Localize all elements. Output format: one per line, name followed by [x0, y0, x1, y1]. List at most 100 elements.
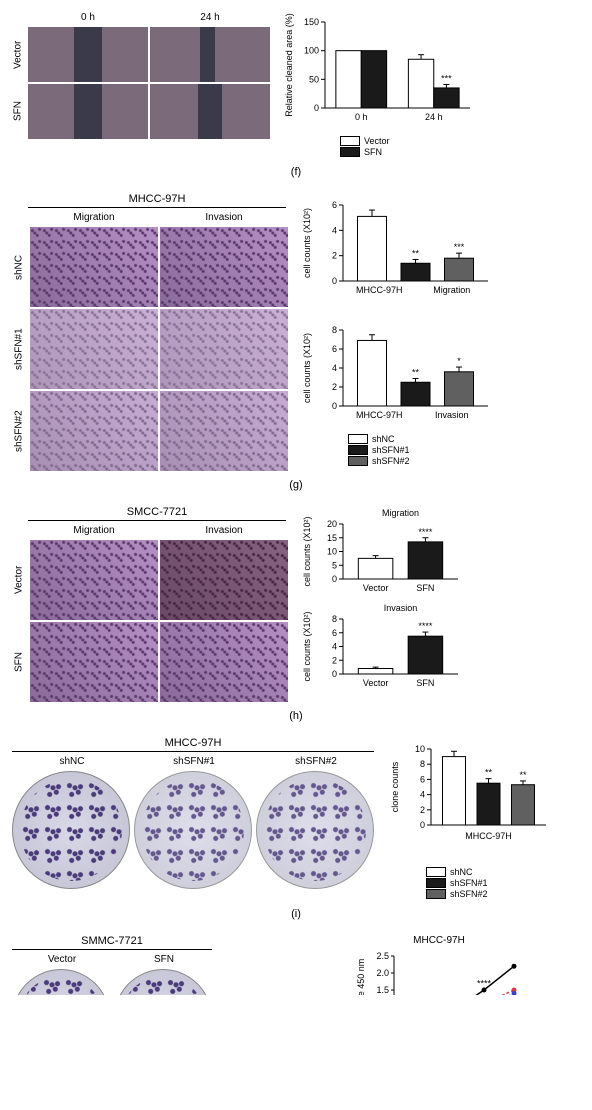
svg-text:MHCC-97H: MHCC-97H [465, 831, 512, 841]
row-label: shNC [10, 227, 28, 307]
svg-text:2: 2 [332, 655, 337, 665]
svg-text:clone counts: clone counts [390, 761, 400, 812]
svg-text:4: 4 [332, 363, 337, 373]
svg-text:0: 0 [332, 669, 337, 679]
svg-text:24 h: 24 h [425, 112, 443, 122]
svg-text:6: 6 [332, 628, 337, 638]
svg-text:2.5: 2.5 [376, 951, 389, 961]
col-header: Migration [30, 210, 158, 225]
svg-text:**: ** [412, 248, 420, 258]
svg-text:2.0: 2.0 [376, 968, 389, 978]
bar-chart-g2: 02468cell counts (X10²)***MHCC-97HInvasi… [298, 318, 498, 428]
svg-text:8: 8 [332, 614, 337, 624]
svg-text:10: 10 [415, 744, 425, 754]
svg-text:4: 4 [332, 225, 337, 235]
svg-text:MHCC-97H: MHCC-97H [356, 410, 403, 420]
svg-text:20: 20 [327, 519, 337, 529]
panel-i: MHCC-97H shNC shSFN#1 shSFN#2 0 2 4 6 8 10 clo… [10, 737, 582, 920]
col-header: shNC [12, 754, 132, 769]
col-header: Invasion [160, 523, 288, 538]
svg-text:0: 0 [420, 820, 425, 830]
svg-text:0: 0 [332, 574, 337, 584]
subfig-label: (h) [10, 710, 582, 722]
row-label: Vector [10, 27, 26, 82]
panel-j: SMMC-7721 Vector SFN MHCC-97H 0.00.51.01… [10, 935, 582, 995]
svg-text:**: ** [519, 770, 527, 780]
svg-text:*: * [457, 356, 461, 366]
svg-text:****: **** [477, 979, 492, 989]
svg-text:2: 2 [420, 805, 425, 815]
col-header: Vector [12, 952, 112, 967]
svg-text:6: 6 [332, 200, 337, 210]
svg-text:SFN: SFN [416, 583, 434, 593]
svg-text:**: ** [485, 768, 493, 778]
svg-text:8: 8 [420, 759, 425, 769]
col-header: 24 h [150, 10, 270, 25]
colony-dish [114, 969, 212, 995]
svg-text:0: 0 [314, 103, 319, 113]
svg-text:Invasion: Invasion [384, 603, 418, 613]
wound-healing-grid: 0 h 24 h Vector SFN [10, 10, 270, 139]
legend: Vector SFN [340, 136, 480, 157]
col-header: shSFN#1 [134, 754, 254, 769]
svg-text:2: 2 [332, 251, 337, 261]
legend: shNC shSFN#1 shSFN#2 [426, 867, 556, 899]
panel-h: SMCC-7721 Migration Invasion Vector SFN … [10, 506, 582, 722]
bar-chart-h2: 02468cell counts (X10²)InvasionVector***… [298, 601, 468, 696]
svg-text:cell counts (X10²): cell counts (X10²) [302, 208, 312, 278]
panel-title: MHCC-97H [28, 193, 286, 208]
svg-text:4: 4 [420, 790, 425, 800]
svg-text:absorbance 450 nm: absorbance 450 nm [356, 959, 366, 995]
row-label: shSFN#2 [10, 391, 28, 471]
panel-title: SMCC-7721 [28, 506, 286, 521]
svg-text:Vector: Vector [363, 583, 389, 593]
svg-text:0 h: 0 h [355, 112, 368, 122]
row-label: SFN [10, 622, 28, 702]
svg-text:2: 2 [332, 382, 337, 392]
svg-text:***: *** [441, 73, 452, 83]
svg-text:Migration: Migration [433, 285, 470, 295]
svg-text:10: 10 [327, 547, 337, 557]
svg-text:100: 100 [304, 46, 319, 56]
svg-text:4: 4 [332, 642, 337, 652]
svg-text:15: 15 [327, 533, 337, 543]
svg-text:6: 6 [420, 774, 425, 784]
row-label: Vector [10, 540, 28, 620]
svg-text:0: 0 [332, 401, 337, 411]
svg-text:Invasion: Invasion [435, 410, 469, 420]
bar-chart-f: 0 50 100 150 Relative cleaned area (%) 0 h ***… [280, 10, 480, 130]
panel-title: SMMC-7721 [12, 935, 212, 950]
svg-text:5: 5 [332, 560, 337, 570]
svg-text:8: 8 [332, 325, 337, 335]
colony-dish [12, 771, 130, 889]
subfig-label: (f) [10, 166, 582, 178]
subfig-label: (g) [10, 479, 582, 491]
col-header: shSFN#2 [256, 754, 376, 769]
svg-text:MHCC-97H: MHCC-97H [356, 285, 403, 295]
panel-f: 0 h 24 h Vector SFN 0 50 100 150 Relative cl… [10, 10, 582, 178]
line-chart-j: 0.00.51.01.52.02.5absorbance 450 nm**** [354, 946, 524, 995]
row-label: SFN [10, 84, 26, 139]
panel-title: MHCC-97H [12, 737, 374, 752]
svg-text:SFN: SFN [416, 678, 434, 688]
svg-text:50: 50 [309, 74, 319, 84]
svg-text:6: 6 [332, 344, 337, 354]
svg-text:cell counts (X10²): cell counts (X10²) [302, 516, 312, 586]
row-label: shSFN#1 [10, 309, 28, 389]
svg-text:0: 0 [332, 276, 337, 286]
svg-text:***: *** [454, 242, 465, 252]
svg-text:Vector: Vector [363, 678, 389, 688]
svg-text:****: **** [418, 527, 433, 537]
svg-text:Relative cleaned area (%): Relative cleaned area (%) [284, 13, 294, 117]
col-header: 0 h [28, 10, 148, 25]
col-header: Invasion [160, 210, 288, 225]
colony-dish [256, 771, 374, 889]
panel-g: MHCC-97H Migration Invasion shNC shSFN#1… [10, 193, 582, 491]
col-header: SFN [114, 952, 214, 967]
col-header: Migration [30, 523, 158, 538]
svg-text:cell counts (X10²): cell counts (X10²) [302, 611, 312, 681]
svg-text:150: 150 [304, 17, 319, 27]
legend: shNC shSFN#1 shSFN#2 [348, 434, 498, 466]
bar-chart-g1: 0246cell counts (X10²)*****MHCC-97HMigra… [298, 193, 498, 303]
colony-dish [12, 969, 110, 995]
